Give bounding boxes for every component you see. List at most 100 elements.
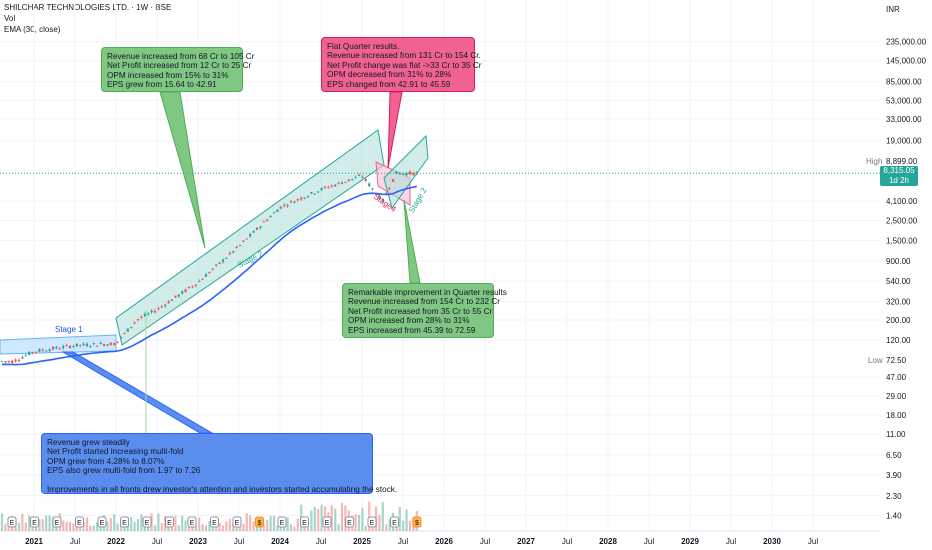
volume-bar <box>65 521 68 531</box>
candle-body <box>266 219 269 221</box>
candle-body <box>45 350 48 352</box>
candle-body <box>140 316 143 318</box>
candle-body <box>262 221 265 223</box>
candle-body <box>92 343 95 345</box>
candle-body <box>412 172 415 176</box>
earnings-marker <box>52 516 62 528</box>
volume-bar <box>201 524 204 531</box>
candle-body <box>99 342 102 345</box>
stage1-range <box>0 334 117 355</box>
candle-body <box>276 209 279 212</box>
volume-bar <box>242 523 245 531</box>
volume-bar <box>38 519 41 531</box>
x-tick-label: Jul <box>644 537 654 546</box>
volume-bar <box>106 521 109 531</box>
candle-body <box>221 259 225 262</box>
y-tick-label: 6.50 <box>886 451 902 460</box>
candle-body <box>415 172 418 174</box>
candle-body <box>354 177 357 179</box>
candle-body <box>320 188 323 191</box>
volume-bars <box>0 501 418 531</box>
volume-bar <box>184 520 187 531</box>
candle-body <box>17 359 21 361</box>
earnings-marker <box>277 516 287 528</box>
candle-body <box>249 234 252 237</box>
volume-bar <box>381 502 384 531</box>
annotation-flat-quarter[interactable]: Flat Quarter results. Revenue increased … <box>321 37 482 92</box>
candle-body <box>126 328 129 332</box>
volume-bar <box>150 513 153 531</box>
y-tick-label: 145,000.00 <box>886 57 927 66</box>
candle-body <box>150 310 153 313</box>
chart-title: SHILCHAR TECHNOLOGIES LTD. · 1W · BSE <box>4 3 172 12</box>
volume-bar <box>357 514 361 531</box>
candle-body <box>296 199 299 201</box>
vol-indicator-label[interactable]: Vol <box>4 14 16 23</box>
candle-body <box>334 184 337 187</box>
volume-bar <box>269 515 272 531</box>
y-tick-label: 120.00 <box>886 336 911 345</box>
candle-body <box>191 286 194 288</box>
annotation-remarkable-improvement[interactable]: Remarkable improvement in Quarter result… <box>342 283 507 338</box>
high-label: High <box>866 157 883 166</box>
volume-bar <box>340 502 344 531</box>
candle-body <box>31 351 34 353</box>
volume-bar <box>99 525 102 531</box>
volume-bar <box>113 514 116 531</box>
x-tick-label: 2029 <box>681 537 699 546</box>
x-tick-label: Jul <box>152 537 162 546</box>
volume-bar <box>119 526 123 531</box>
candle-body <box>381 198 384 202</box>
volume-bar <box>109 518 112 531</box>
volume-bar <box>252 521 255 531</box>
candle-body <box>102 344 106 346</box>
candle-body <box>395 171 398 175</box>
candle-body <box>130 326 133 328</box>
earnings-marker-label: E <box>212 520 217 527</box>
volume-bar <box>293 526 296 531</box>
y-tick-label: 2,500.00 <box>886 217 918 226</box>
earnings-marker-label: E <box>392 520 397 527</box>
y-tick-label: 900.00 <box>886 257 911 266</box>
volume-bar <box>289 524 293 531</box>
candle-body <box>48 349 51 351</box>
candle-body <box>371 188 374 190</box>
candle-body <box>157 308 160 310</box>
x-tick-label: 2022 <box>107 537 125 546</box>
candle-body <box>153 310 157 313</box>
ema-indicator-label[interactable]: EMA (30, close) <box>4 25 61 34</box>
candle-body <box>96 345 99 347</box>
x-tick-label: 2024 <box>271 537 289 546</box>
candle-body <box>68 345 72 349</box>
earnings-marker <box>75 516 84 528</box>
candle-body <box>62 346 65 349</box>
x-tick-label: Jul <box>70 537 80 546</box>
candle-body <box>303 197 306 199</box>
candle-body <box>361 176 364 178</box>
volume-bar <box>218 522 221 531</box>
candle-body <box>41 349 44 351</box>
candle-body <box>34 351 38 353</box>
candle-body <box>255 227 259 230</box>
earnings-markers: E E E E E E E E E E E $ E E E E E E $ <box>7 516 422 528</box>
candle-body <box>55 346 58 349</box>
candle-body <box>357 174 361 176</box>
volume-bar <box>262 524 265 531</box>
candle-body <box>378 195 381 200</box>
candle-body <box>208 272 211 274</box>
earnings-marker <box>412 516 422 528</box>
candle-body <box>79 344 82 346</box>
volume-bar <box>208 520 211 531</box>
y-tick-label: 4,100.00 <box>886 197 918 206</box>
candle-body <box>28 351 31 356</box>
candle-body <box>218 262 221 264</box>
volume-bar <box>48 515 51 531</box>
annotation-revenue-growth[interactable]: Revenue increased from 68 Cr to 105 Cr N… <box>101 47 254 92</box>
earnings-marker-label: E <box>370 520 375 527</box>
earnings-marker-label: E <box>10 520 15 527</box>
volume-bar <box>198 517 201 531</box>
candle-body <box>232 251 235 253</box>
candle-body <box>89 346 92 348</box>
volume-bar <box>130 517 133 531</box>
annotation-steady-growth[interactable]: Revenue grew steadily Net Profit started… <box>41 433 397 494</box>
